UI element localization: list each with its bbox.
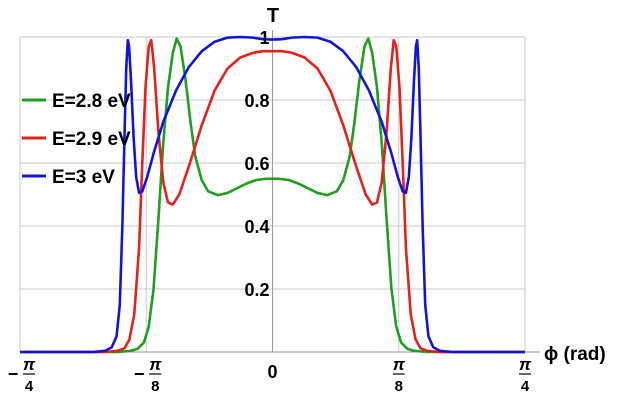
x-tick-sign: − xyxy=(134,364,145,384)
series-line-2 xyxy=(20,35,525,354)
y-tick-label-0: 0.2 xyxy=(244,280,269,300)
series-line-1 xyxy=(20,38,525,354)
x-tick-sign: − xyxy=(8,364,19,384)
legend-item-2: E=3 eV xyxy=(22,167,115,188)
x-tick-label-4: π4 xyxy=(519,355,532,395)
x-tick-label-0: − π 4 xyxy=(8,355,36,395)
x-tick-numerator: π xyxy=(393,355,406,374)
legend-label: E=3 eV xyxy=(52,167,115,188)
legend-item-1: E=2.9 eV xyxy=(22,129,131,150)
x-tick-denominator: 8 xyxy=(151,378,159,395)
series-line-0 xyxy=(20,37,525,354)
y-tick-label-2: 0.6 xyxy=(244,154,269,174)
y-tick-label-3: 0.8 xyxy=(244,91,269,111)
x-tick-denominator: 8 xyxy=(395,378,403,395)
x-tick-label-3: π8 xyxy=(393,355,406,395)
legend-label: E=2.8 eV xyxy=(52,91,131,112)
y-tick-label-4: 1 xyxy=(259,28,269,48)
legend-item-0: E=2.8 eV xyxy=(22,91,131,112)
curves xyxy=(20,35,525,354)
y-axis-label: T xyxy=(267,5,279,27)
x-tick-label-1: − π 8 xyxy=(134,355,162,395)
x-tick-denominator: 4 xyxy=(521,378,530,395)
x-tick-numerator: π xyxy=(149,355,162,374)
x-axis-label: ϕ (rad) xyxy=(544,344,606,365)
y-tick-label-1: 0.4 xyxy=(244,217,269,237)
x-tick-denominator: 4 xyxy=(25,378,34,395)
legend-label: E=2.9 eV xyxy=(52,129,131,150)
axes xyxy=(20,30,540,353)
x-tick-numerator: π xyxy=(23,355,36,374)
legend: E=2.8 eV E=2.9 eV E=3 eV xyxy=(22,91,131,188)
x-tick-label-2: 0 xyxy=(267,362,277,382)
x-tick-numerator: π xyxy=(519,355,532,374)
